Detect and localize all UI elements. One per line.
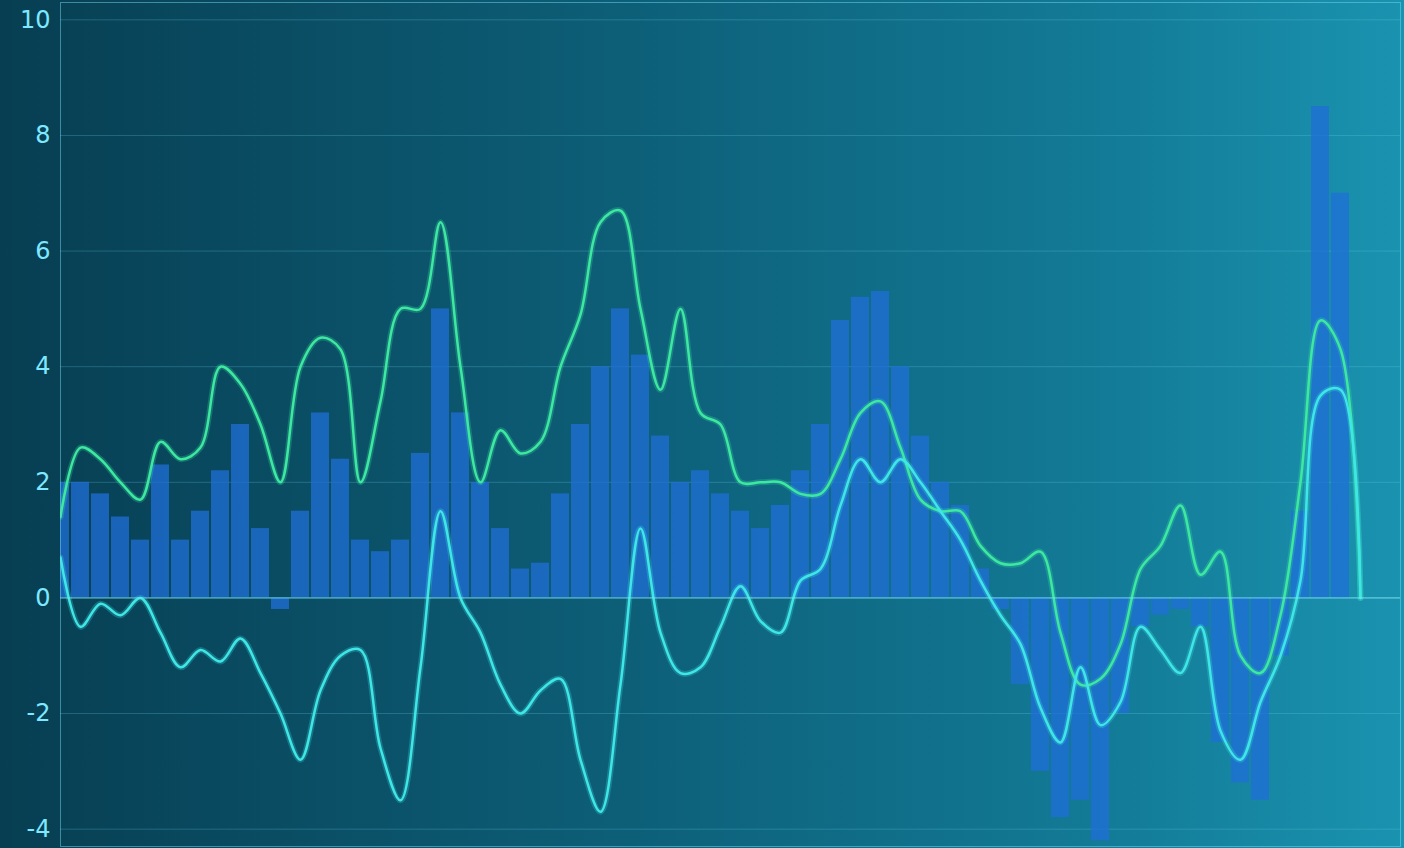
svg-text:6: 6 (35, 237, 50, 265)
svg-text:10: 10 (20, 6, 51, 34)
svg-text:-4: -4 (27, 815, 51, 843)
svg-text:8: 8 (35, 121, 50, 149)
svg-text:0: 0 (35, 584, 50, 612)
svg-text:2: 2 (35, 468, 50, 496)
svg-text:-2: -2 (27, 699, 51, 727)
svg-text:4: 4 (35, 352, 50, 380)
